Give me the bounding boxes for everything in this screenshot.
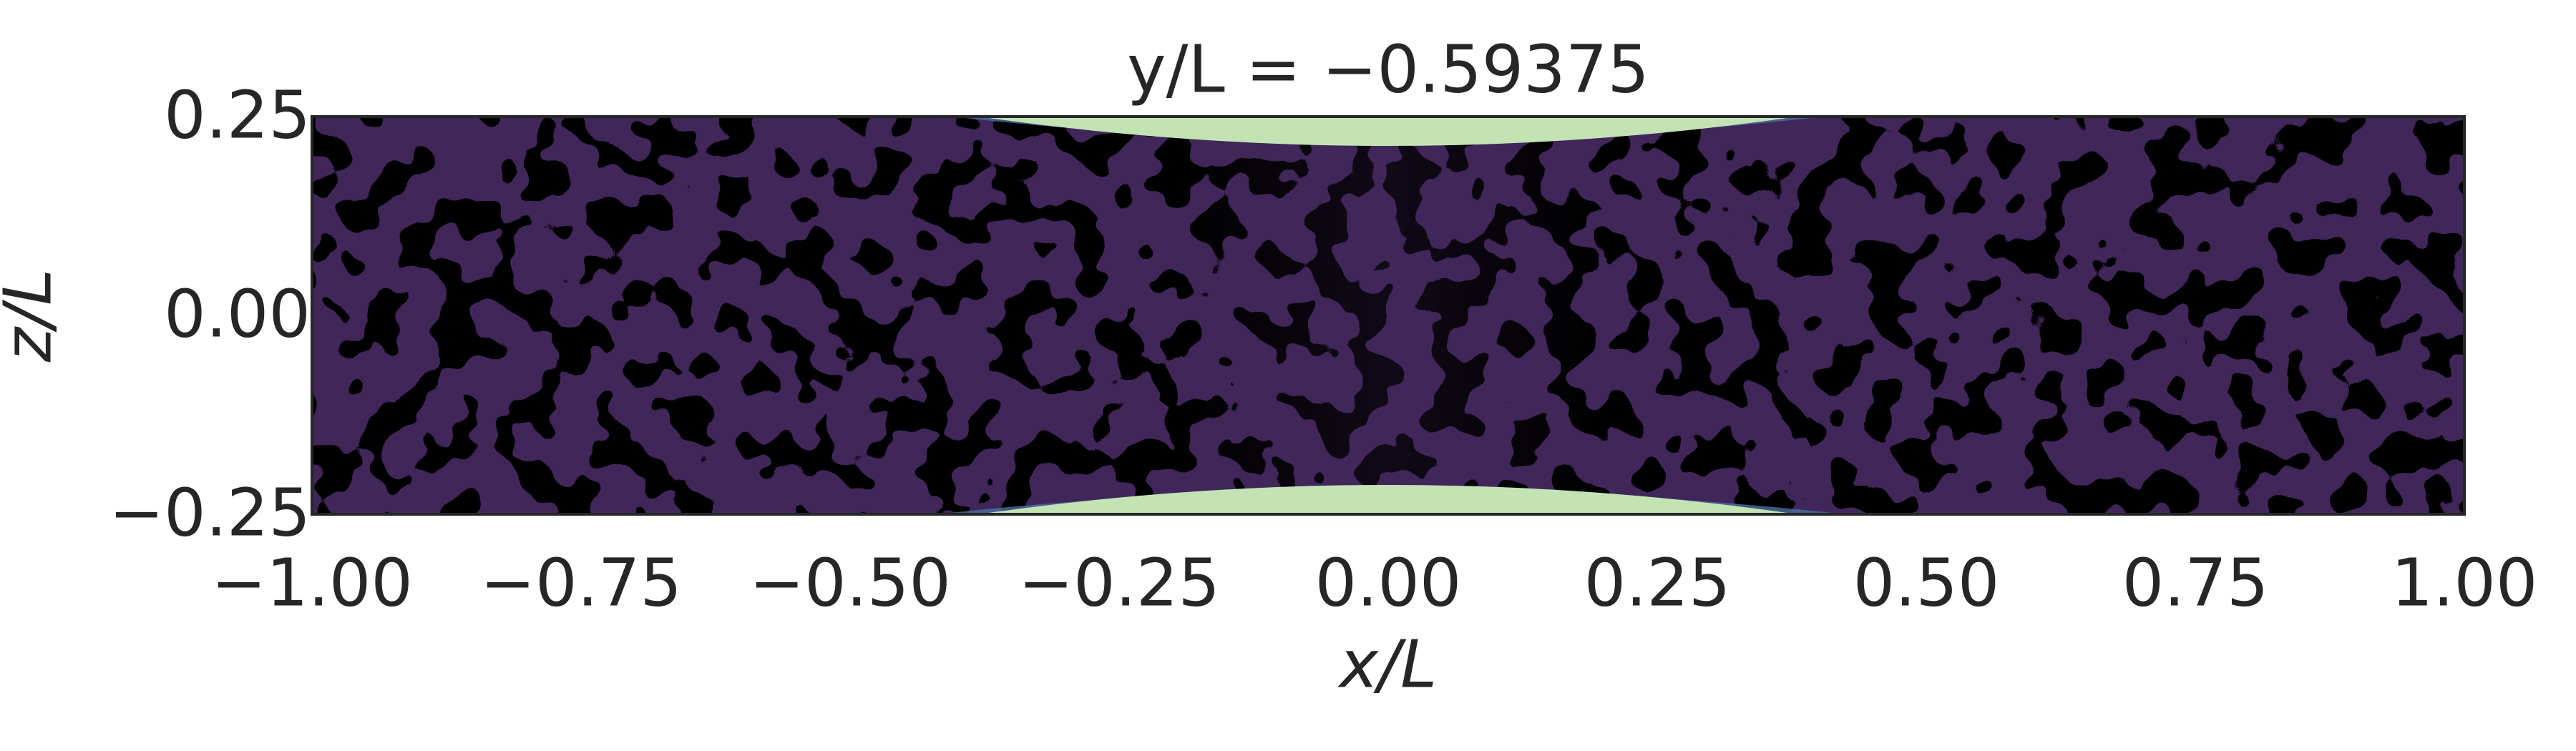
x-tick-label: −0.25 (1018, 544, 1220, 621)
y-tick-label: −0.25 (109, 474, 311, 551)
x-tick-label: 0.00 (1315, 544, 1462, 621)
y-axis-label: z/L (0, 269, 66, 363)
x-tick-label: −1.00 (211, 544, 413, 621)
x-tick-label: 0.50 (1853, 544, 2000, 621)
field-shade (312, 117, 2464, 514)
x-tick-label: −0.50 (749, 544, 951, 621)
chart-title: y/L = −0.59375 (1127, 31, 1649, 107)
x-tick-label: 0.75 (2122, 544, 2269, 621)
y-tick-label: 0.25 (164, 77, 311, 153)
x-tick-label: 0.25 (1584, 544, 1731, 621)
plot-frame (311, 115, 2466, 516)
x-tick-label: −0.75 (480, 544, 682, 621)
contour-field (312, 117, 2464, 514)
top-lens (979, 117, 1797, 146)
bottom-lens (979, 485, 1797, 514)
x-tick-label: 1.00 (2391, 544, 2538, 621)
y-tick-label: 0.00 (164, 275, 311, 352)
x-axis-label: x/L (1337, 626, 1438, 702)
